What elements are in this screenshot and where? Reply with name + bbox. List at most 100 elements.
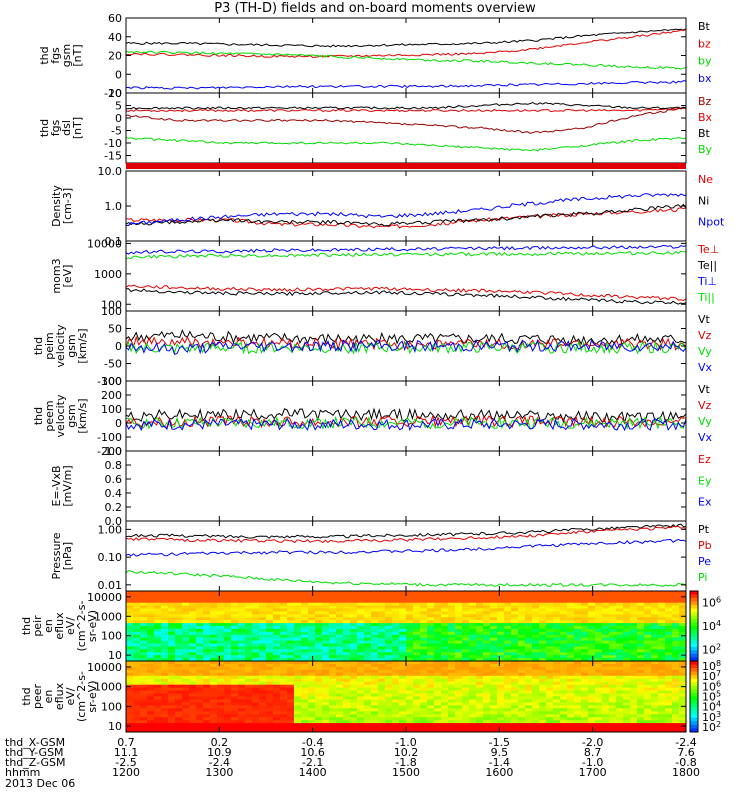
spectrogram-cell bbox=[623, 702, 631, 706]
spectrogram-cell bbox=[630, 637, 638, 642]
spectrogram-cell bbox=[364, 593, 372, 598]
spectrogram-cell bbox=[679, 634, 686, 639]
spectrogram-cell bbox=[434, 714, 442, 718]
series-line-density bbox=[126, 207, 686, 229]
spectrogram-cell bbox=[476, 699, 484, 704]
spectrogram-cell bbox=[371, 596, 379, 601]
spectrogram-cell bbox=[497, 637, 505, 642]
spectrogram-cell bbox=[168, 614, 176, 618]
spectrogram-cell bbox=[434, 620, 442, 624]
spectrogram-cell bbox=[203, 591, 211, 595]
spectrogram-cell bbox=[455, 620, 463, 624]
spectrogram-cell bbox=[651, 661, 659, 665]
spectrogram-cell bbox=[574, 640, 582, 645]
spectrogram-cell bbox=[238, 623, 246, 627]
spectrogram-cell bbox=[511, 681, 519, 686]
spectrogram-cell bbox=[364, 626, 372, 630]
spectrogram-cell bbox=[581, 723, 589, 727]
spectrogram-cell bbox=[322, 628, 330, 633]
spectrogram-cell bbox=[336, 649, 344, 653]
spectrogram-cell bbox=[315, 699, 323, 704]
spectrogram-cell bbox=[665, 646, 673, 650]
spectrogram-cell bbox=[427, 658, 435, 661]
series-line-pressure bbox=[126, 525, 686, 544]
spectrogram-cell bbox=[224, 602, 232, 607]
spectrogram-cell bbox=[672, 714, 680, 718]
spectrogram-cell bbox=[175, 693, 183, 698]
spectrogram-cell bbox=[133, 643, 141, 647]
spectrogram-cell bbox=[385, 652, 393, 656]
spectrogram-cell bbox=[245, 681, 253, 686]
y-tick-label: 1000 bbox=[94, 681, 122, 694]
spectrogram-cell bbox=[329, 634, 337, 639]
spectrogram-cell bbox=[511, 652, 519, 656]
spectrogram-cell bbox=[420, 729, 428, 732]
spectrogram-cell bbox=[406, 628, 414, 633]
spectrogram-cell bbox=[658, 717, 666, 721]
spectrogram-cell bbox=[392, 623, 400, 627]
spectrogram-cell bbox=[532, 631, 540, 636]
y-tick-label: 0 bbox=[115, 417, 122, 430]
spectrogram-cell bbox=[602, 640, 610, 645]
spectrogram-cell bbox=[532, 664, 540, 668]
spectrogram-cell bbox=[609, 591, 617, 595]
spectrogram-cell bbox=[427, 720, 435, 724]
spectrogram-cell bbox=[595, 696, 603, 701]
spectrogram-cell bbox=[294, 646, 302, 650]
spectrogram-cell bbox=[588, 652, 596, 656]
spectrogram-cell bbox=[476, 628, 484, 633]
y-tick-label: 100 bbox=[101, 403, 122, 416]
spectrogram-cell bbox=[245, 711, 253, 715]
spectrogram-cell bbox=[378, 605, 386, 610]
spectrogram-cell bbox=[588, 664, 596, 668]
spectrogram-cell bbox=[595, 675, 603, 680]
spectrogram-cell bbox=[371, 626, 379, 630]
spectrogram-cell bbox=[476, 705, 484, 709]
spectrogram-cell bbox=[469, 720, 477, 724]
spectrogram-cell bbox=[602, 678, 610, 683]
spectrogram-cell bbox=[301, 646, 309, 650]
spectrogram-cell bbox=[175, 696, 183, 701]
spectrogram-cell bbox=[161, 608, 169, 612]
spectrogram-cell bbox=[413, 664, 421, 668]
spectrogram-cell bbox=[546, 705, 554, 709]
spectrogram-cell bbox=[252, 669, 260, 674]
spectrogram-cell bbox=[343, 693, 351, 698]
spectrogram-cell bbox=[462, 643, 470, 647]
spectrogram-cell bbox=[273, 640, 281, 645]
spectrogram-cell bbox=[644, 678, 652, 683]
spectrogram-cell bbox=[427, 620, 435, 624]
spectrogram-cell bbox=[602, 623, 610, 627]
spectrogram-cell bbox=[434, 661, 442, 665]
spectrogram-cell bbox=[427, 717, 435, 721]
spectrogram-cell bbox=[616, 643, 624, 647]
spectrogram-cell bbox=[448, 602, 456, 607]
spectrogram-cell bbox=[427, 729, 435, 732]
spectrogram-cell bbox=[406, 666, 414, 671]
spectrogram-cell bbox=[497, 702, 505, 706]
spectrogram-cell bbox=[595, 705, 603, 709]
spectrogram-cell bbox=[182, 623, 190, 627]
spectrogram-cell bbox=[595, 599, 603, 604]
spectrogram-cell bbox=[154, 628, 162, 633]
spectrogram-cell bbox=[644, 684, 652, 689]
spectrogram-cell bbox=[357, 596, 365, 601]
spectrogram-cell bbox=[448, 696, 456, 701]
spectrogram-cell bbox=[196, 681, 204, 686]
spectrogram-cell bbox=[518, 699, 526, 704]
spectrogram-cell bbox=[588, 649, 596, 653]
spectrogram-cell bbox=[168, 675, 176, 680]
spectrogram-cell bbox=[588, 690, 596, 695]
spectrogram-cell bbox=[259, 681, 267, 686]
y-tick-label: 10000 bbox=[87, 591, 122, 604]
colorbar-step bbox=[690, 668, 698, 673]
spectrogram-cell bbox=[602, 637, 610, 642]
spectrogram-cell bbox=[336, 705, 344, 709]
spectrogram-cell bbox=[392, 611, 400, 615]
spectrogram-cell bbox=[462, 605, 470, 610]
spectrogram-cell bbox=[336, 640, 344, 645]
spectrogram-cell bbox=[630, 617, 638, 621]
spectrogram-cell bbox=[532, 720, 540, 724]
spectrogram-cell bbox=[546, 672, 554, 677]
spectrogram-cell bbox=[651, 678, 659, 683]
